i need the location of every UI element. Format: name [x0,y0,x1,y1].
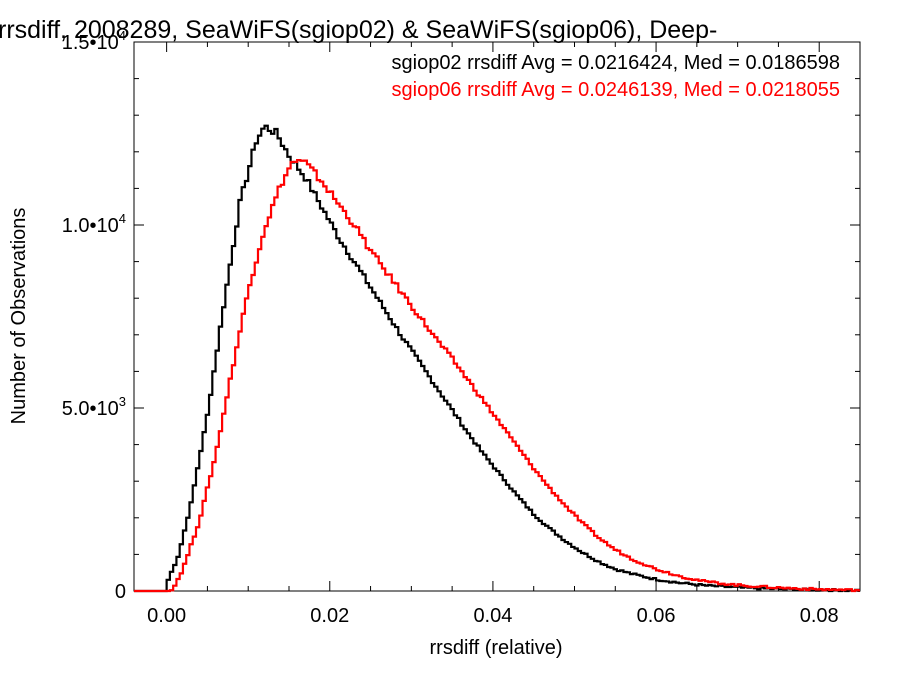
y-tick-label: 1.5•104 [62,28,126,54]
y-tick-labels: 0 5.0•103 1.0•104 1.5•104 [62,28,126,603]
x-tick-labels: 0.00 0.02 0.04 0.06 0.08 [147,605,839,627]
x-tick-label: 0.02 [310,605,349,627]
x-tick-label: 0.06 [637,605,676,627]
y-tick-label: 1.0•104 [62,211,126,237]
legend-sgiop02: sgiop02 rrsdiff Avg = 0.0216424, Med = 0… [392,52,841,74]
chart-title: rrsdiff, 2008289, SeaWiFS(sgiop02) & Sea… [0,16,717,44]
series-sgiop02-line [134,124,860,593]
y-axis-label: Number of Observations [8,208,30,425]
legend-sgiop06: sgiop06 rrsdiff Avg = 0.0246139, Med = 0… [392,79,841,101]
x-tick-label: 0.04 [473,605,512,627]
axis-ticks [134,41,861,592]
series-sgiop06-line [134,158,860,593]
y-tick-label: 5.0•103 [62,394,126,420]
series-layer [134,124,860,593]
x-tick-label: 0.00 [147,605,186,627]
x-tick-label: 0.08 [800,605,839,627]
y-tick-label: 0 [115,581,126,603]
x-axis-label: rrsdiff (relative) [430,637,563,659]
plot-frame [133,41,861,592]
